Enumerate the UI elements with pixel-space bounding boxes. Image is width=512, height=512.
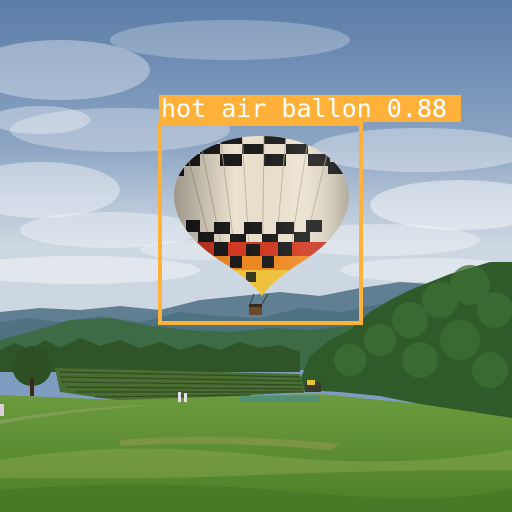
vineyard-rows [59,371,304,398]
vineyard [55,368,305,402]
meadow [0,394,512,512]
detection-label: hot air ballon 0.88 [159,95,461,122]
grass-texture [0,436,512,512]
tarp [240,396,320,402]
people [0,392,187,416]
trees-left [0,338,300,372]
tree-canopy-texture [334,265,512,388]
lone-tree [12,346,52,396]
detection-bounding-box [158,122,363,325]
vehicle [305,380,321,392]
